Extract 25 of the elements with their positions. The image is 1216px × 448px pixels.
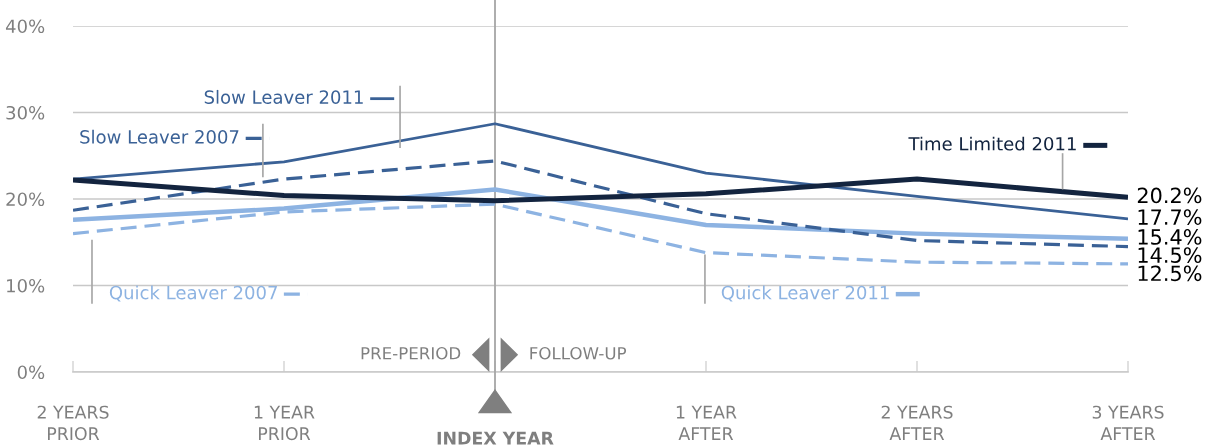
y-tick-label: 30% [6, 105, 45, 120]
data-label: 17.7% [1138, 209, 1202, 225]
x-tick-label: 2 YEARS AFTER [881, 405, 953, 440]
annotation: PRE-PERIOD [361, 346, 461, 360]
legend-label: Quick Leaver 2011 [721, 285, 889, 302]
x-tick-label: 2 YEARS PRIOR [37, 405, 109, 441]
y-tick-label: 0% [17, 365, 45, 380]
data-label: 12.5% [1138, 265, 1202, 282]
legend-label: Slow Leaver 2007 [80, 129, 239, 144]
legend-label: Time Limited 2011 [908, 136, 1076, 151]
legend-label: Quick Leaver 2007 [109, 285, 277, 302]
data-label: 20.2% [1137, 187, 1202, 204]
x-tick-label: INDEX YEAR [437, 431, 554, 445]
x-tick-label: 1 YEAR AFTER [676, 405, 737, 440]
data-label: 15.4% [1138, 229, 1202, 245]
y-tick-label: 40% [5, 19, 45, 34]
annotation: FOLLOW-UP [530, 346, 627, 360]
line-series [73, 122, 1128, 221]
y-tick-label: 10% [7, 278, 45, 293]
x-tick-label: 3 YEARS AFTER [1092, 405, 1164, 440]
legend-label: Slow Leaver 2011 [204, 89, 363, 104]
y-tick-label: 20% [6, 192, 45, 207]
x-tick-label: 1 YEAR PRIOR [254, 405, 315, 441]
data-label: 14.5% [1138, 247, 1202, 263]
line-series [73, 159, 1128, 249]
